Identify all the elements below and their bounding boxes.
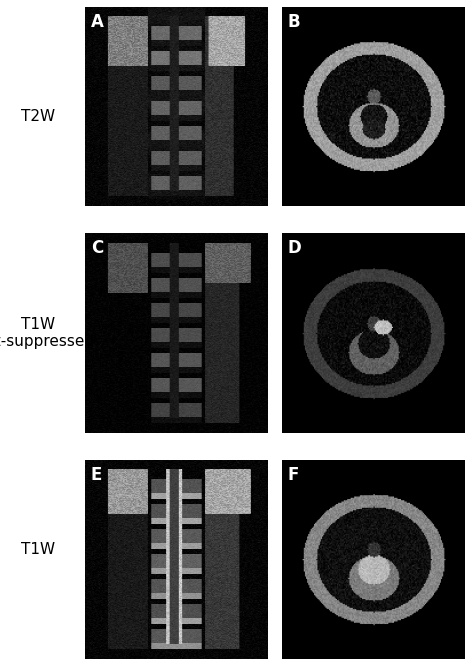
- Text: D: D: [288, 239, 301, 257]
- Text: F: F: [288, 466, 299, 484]
- Text: A: A: [91, 13, 104, 31]
- Text: T2W: T2W: [21, 109, 55, 124]
- Text: T1W
fat-suppressed: T1W fat-suppressed: [0, 317, 95, 349]
- Text: E: E: [91, 466, 102, 484]
- Text: B: B: [288, 13, 300, 31]
- Text: C: C: [91, 239, 103, 257]
- Text: T1W: T1W: [21, 542, 55, 557]
